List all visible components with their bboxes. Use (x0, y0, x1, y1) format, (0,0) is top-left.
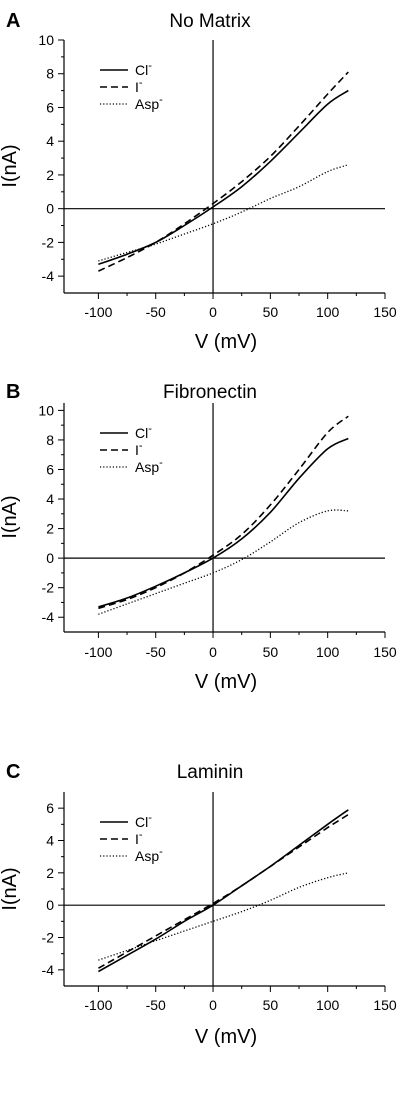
x-tick-label: -50 (146, 304, 166, 320)
y-tick-label: 4 (46, 833, 54, 849)
y-tick-label: -2 (42, 580, 55, 596)
panel-b: B Fibronectin -100 -50 0 50 100 150 -4 -2 0 2 4 6 8 10 V… (0, 381, 397, 693)
x-tick-label: 0 (209, 644, 217, 660)
y-tick-label: 0 (46, 897, 54, 913)
panel-letter: A (6, 10, 20, 32)
legend-label-main: Cl (135, 62, 148, 78)
x-tick-label: 100 (316, 997, 340, 1013)
x-tick-label: -50 (146, 997, 166, 1013)
legend-label-main: Asp (135, 848, 159, 864)
legend-label-charge: - (159, 94, 163, 106)
legend-label: Cl- (135, 812, 152, 830)
x-axis-title: V (mV) (195, 331, 257, 353)
legend-label: Asp- (135, 457, 163, 475)
legend-label: Asp- (135, 94, 163, 112)
legend-label-charge: - (139, 77, 143, 89)
series-line-dashed (98, 71, 349, 272)
legend-label-charge: - (148, 60, 152, 72)
x-axis-title: V (mV) (195, 1026, 257, 1048)
x-tick-label: 50 (263, 304, 279, 320)
legend-label-charge: - (148, 423, 152, 435)
x-tick-label: -100 (84, 644, 112, 660)
y-tick-label: 10 (38, 32, 54, 48)
legend-label-main: Asp (135, 96, 159, 112)
series-line-dotted (98, 164, 349, 262)
panel-title: Laminin (177, 762, 244, 783)
series-line-solid (98, 437, 349, 608)
y-tick-label: 8 (46, 432, 54, 448)
y-tick-label: -4 (42, 962, 55, 978)
panel-title: No Matrix (169, 11, 251, 32)
legend-label-charge: - (159, 457, 163, 469)
legend-label-main: Cl (135, 425, 148, 441)
y-tick-label: 4 (46, 133, 54, 149)
y-tick-label: 6 (46, 99, 54, 115)
series-line-dotted (98, 872, 349, 961)
y-tick-label: 4 (46, 491, 54, 507)
panel-letter: C (6, 761, 20, 783)
y-axis-title: I(nA) (0, 495, 21, 538)
y-tick-label: 10 (38, 402, 54, 418)
legend-label: Cl- (135, 423, 152, 441)
panel-c: C Laminin -100 -50 0 50 100 150 -4 -2 0 2 4 6 V (mV) I(… (0, 761, 397, 1048)
legend-label-main: Asp (135, 459, 159, 475)
y-tick-label: -4 (42, 268, 55, 284)
y-tick-label: 8 (46, 66, 54, 82)
legend-label-main: I (135, 831, 139, 847)
panel-letter: B (6, 381, 20, 403)
x-tick-label: 150 (373, 304, 397, 320)
y-tick-label: -4 (42, 609, 55, 625)
y-tick-label: -2 (42, 234, 55, 250)
x-tick-label: 50 (263, 644, 279, 660)
legend-label: Asp- (135, 846, 163, 864)
legend-label: I- (135, 829, 143, 847)
series-line-solid (98, 89, 349, 266)
legend-label-charge: - (139, 440, 143, 452)
x-tick-label: 0 (209, 997, 217, 1013)
x-tick-label: 150 (373, 644, 397, 660)
x-tick-label: 150 (373, 997, 397, 1013)
y-tick-label: 0 (46, 201, 54, 217)
legend-label-main: Cl (135, 814, 148, 830)
legend-label: I- (135, 440, 143, 458)
series-line-dotted (98, 509, 349, 615)
legend-label-charge: - (148, 812, 152, 824)
legend-label-main: I (135, 79, 139, 95)
panel-a: A No Matrix -100 -50 0 50 100 150 -4 -2 0 2 4 6 8 10 V (… (0, 10, 397, 353)
x-tick-label: -100 (84, 997, 112, 1013)
x-tick-label: 0 (209, 304, 217, 320)
x-tick-label: -50 (146, 644, 166, 660)
y-tick-label: 0 (46, 550, 54, 566)
y-tick-label: 2 (46, 865, 54, 881)
x-tick-label: 50 (263, 997, 279, 1013)
x-tick-label: -100 (84, 304, 112, 320)
y-axis-title: I(nA) (0, 144, 21, 187)
legend-label-main: I (135, 442, 139, 458)
legend-label-charge: - (139, 829, 143, 841)
legend-label-charge: - (159, 846, 163, 858)
y-axis-title: I(nA) (0, 867, 21, 910)
legend-label: I- (135, 77, 143, 95)
x-axis-title: V (mV) (195, 671, 257, 693)
y-tick-label: 2 (46, 167, 54, 183)
x-tick-label: 100 (316, 304, 340, 320)
y-tick-label: 6 (46, 800, 54, 816)
series-line-dashed (98, 415, 349, 610)
y-tick-label: 2 (46, 521, 54, 537)
legend-label: Cl- (135, 60, 152, 78)
panel-title: Fibronectin (163, 382, 257, 403)
y-tick-label: 6 (46, 461, 54, 477)
x-tick-label: 100 (316, 644, 340, 660)
series-line-dashed (98, 813, 349, 969)
y-tick-label: -2 (42, 930, 55, 946)
